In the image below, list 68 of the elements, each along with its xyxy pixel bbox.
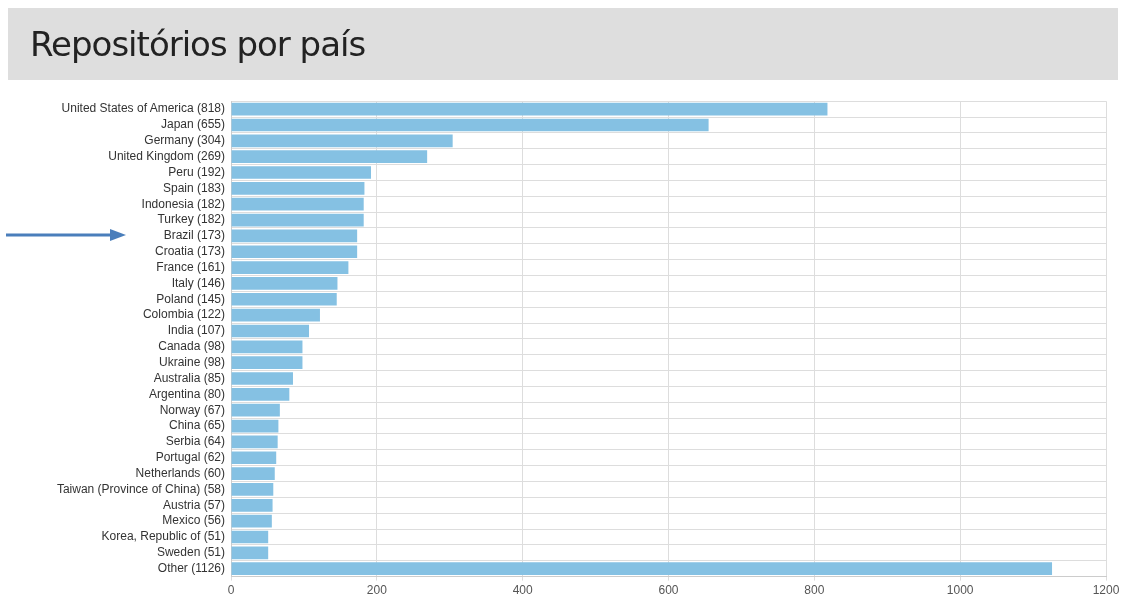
y-tick-label: Poland (145) — [156, 291, 225, 306]
bar — [231, 498, 273, 512]
bar — [231, 467, 275, 480]
x-tick-label: 0 — [227, 583, 235, 598]
bar — [231, 403, 280, 417]
y-tick-label: Indonesia (182) — [141, 196, 225, 211]
y-tick-label: India (107) — [167, 323, 225, 338]
bar — [231, 483, 274, 496]
chart-title: Repositórios por país — [8, 8, 1118, 80]
bar — [231, 182, 365, 195]
y-tick-label: Brazil (173) — [163, 228, 225, 243]
y-tick-label: Peru (192) — [168, 164, 225, 179]
y-tick-label: Mexico (56) — [162, 513, 225, 528]
y-tick-label: Other (1126) — [157, 560, 225, 575]
x-tick-label: 400 — [512, 583, 533, 598]
bar — [231, 245, 358, 259]
bar — [231, 118, 709, 132]
bar — [231, 102, 828, 116]
y-tick-label: Taiwan (Province of China) (58) — [56, 481, 225, 496]
y-tick-label: Sweden (51) — [156, 545, 225, 560]
bar — [231, 213, 364, 227]
y-tick-label: Argentina (80) — [148, 386, 225, 401]
bar — [231, 546, 269, 560]
y-tick-label: Australia (85) — [153, 370, 225, 385]
bar — [231, 435, 278, 449]
bar — [231, 340, 303, 354]
y-tick-label: Canada (98) — [158, 339, 225, 354]
x-tick-label: 1200 — [1092, 583, 1120, 598]
y-tick-label: France (161) — [156, 259, 225, 274]
bar — [231, 530, 269, 544]
bar — [231, 134, 453, 148]
x-tick-label: 800 — [804, 583, 825, 598]
bar — [231, 324, 310, 338]
y-tick-label: United States of America (818) — [61, 101, 225, 116]
bar — [231, 292, 337, 306]
bar — [231, 166, 371, 179]
y-tick-label: Netherlands (60) — [135, 465, 225, 480]
bar — [231, 197, 364, 211]
bar — [231, 150, 428, 163]
y-tick-label: Spain (183) — [162, 180, 225, 195]
bar — [231, 356, 303, 370]
y-tick-label: Turkey (182) — [157, 212, 225, 227]
y-tick-label: Japan (655) — [160, 117, 225, 132]
y-tick-label: Serbia (64) — [165, 434, 225, 449]
bar — [231, 372, 293, 385]
y-tick-label: Germany (304) — [144, 133, 225, 148]
y-tick-label: Italy (146) — [171, 275, 225, 290]
bar — [231, 388, 290, 401]
x-tick-label: 200 — [366, 583, 388, 598]
y-tick-label: Portugal (62) — [155, 450, 225, 465]
bar — [231, 451, 277, 465]
y-tick-label: Croatia (173) — [154, 244, 225, 259]
y-tick-label: Colombia (122) — [142, 307, 225, 322]
bar — [231, 261, 349, 274]
y-tick-label: Korea, Republic of (51) — [101, 529, 225, 544]
bar — [231, 277, 338, 290]
y-tick-label: Norway (67) — [159, 402, 225, 417]
x-tick-label: 600 — [658, 583, 679, 598]
bar — [231, 562, 1053, 576]
y-tick-label: United Kingdom (269) — [108, 148, 225, 163]
y-tick-label: Ukraine (98) — [158, 354, 225, 369]
bar — [231, 514, 272, 528]
x-tick-label: 1000 — [946, 583, 974, 598]
bar — [231, 229, 358, 243]
y-tick-label: Austria (57) — [162, 497, 225, 512]
bar — [231, 419, 279, 433]
bar — [231, 308, 320, 322]
y-tick-label: China (65) — [168, 418, 225, 433]
